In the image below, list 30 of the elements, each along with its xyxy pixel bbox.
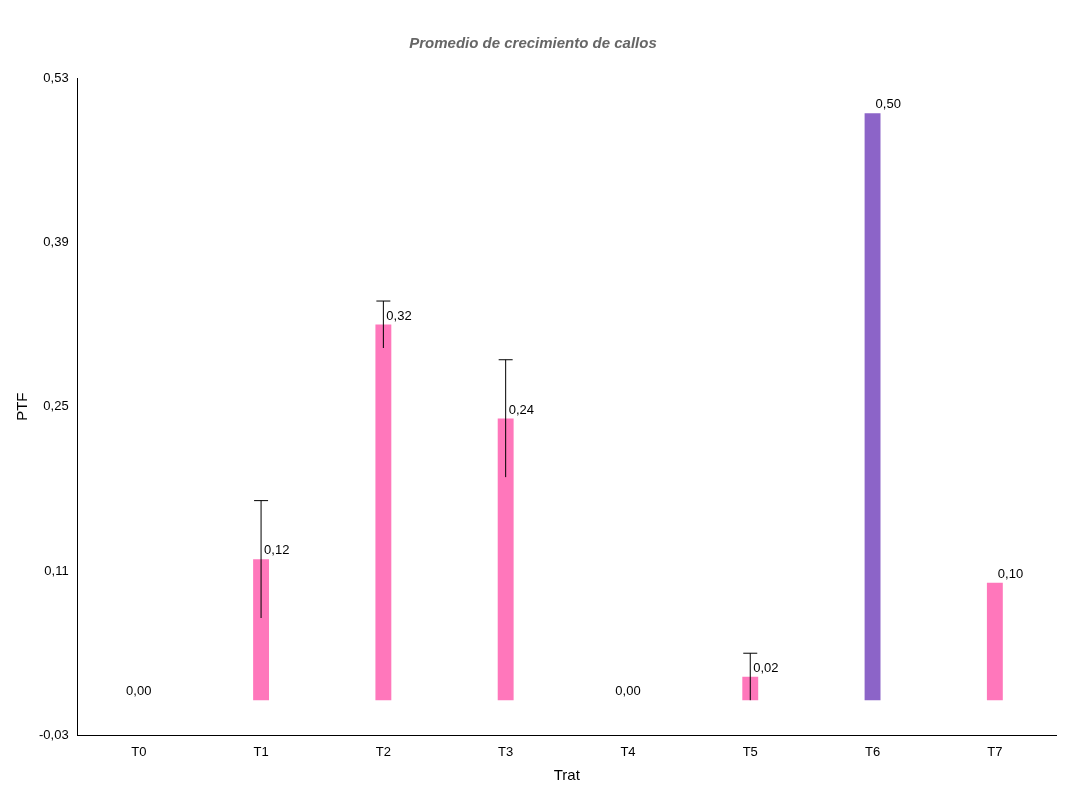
- x-tick-label: T4: [620, 743, 636, 759]
- y-tick-label: 0,11: [44, 562, 69, 578]
- x-tick-label: T0: [131, 743, 147, 759]
- data-label: 0,50: [875, 96, 901, 112]
- x-tick-label: T7: [987, 743, 1003, 759]
- y-tick-label: 0,39: [43, 233, 69, 249]
- y-tick-label: -0,03: [38, 726, 69, 742]
- bar: [497, 418, 514, 701]
- data-label: 0,10: [997, 565, 1024, 581]
- bar: [864, 113, 881, 701]
- data-label: 0,02: [753, 659, 779, 675]
- bar: [742, 676, 759, 701]
- y-axis-title: PTF: [13, 392, 31, 421]
- data-label: 0,12: [264, 542, 290, 558]
- x-tick-label: T3: [498, 743, 514, 759]
- x-tick-label: T2: [375, 743, 391, 759]
- x-tick-label: T1: [253, 743, 269, 759]
- bar: [253, 559, 270, 701]
- bar: [986, 582, 1003, 701]
- data-label: 0,32: [386, 307, 412, 323]
- x-tick-label: T5: [742, 743, 758, 759]
- bar: [375, 324, 392, 701]
- y-tick-label: 0,25: [43, 398, 69, 414]
- chart-title: Promedio de crecimiento de callos: [409, 34, 657, 52]
- y-tick-label: 0,53: [43, 69, 69, 85]
- x-tick-label: T6: [864, 743, 881, 759]
- data-label: 0,00: [615, 683, 641, 699]
- x-axis-title: Trat: [553, 766, 581, 784]
- data-label: 0,24: [508, 401, 534, 417]
- data-label: 0,00: [126, 683, 152, 699]
